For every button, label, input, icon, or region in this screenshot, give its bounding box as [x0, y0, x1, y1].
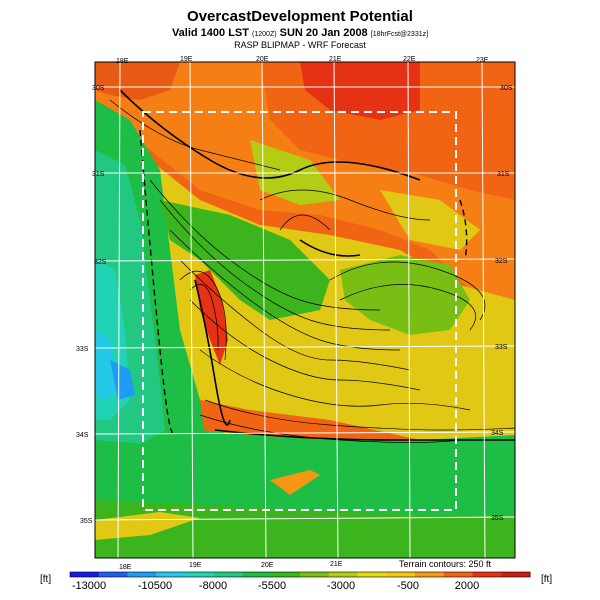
- colorbar-swatch: [472, 572, 502, 577]
- colorbar-swatch: [271, 572, 301, 577]
- lon-label-top: 19E: [180, 56, 193, 63]
- valid-date: SUN 20 Jan 2008: [279, 27, 368, 39]
- map-subtitle: RASP BLIPMAP - WRF Forecast: [234, 40, 366, 50]
- map-title: OvercastDevelopment Potential: [187, 8, 413, 25]
- unit-label-left: [ft]: [40, 574, 52, 585]
- terrain-contours: [109, 99, 515, 443]
- colorbar-swatch: [156, 572, 186, 577]
- lat-label-left: 33S: [76, 346, 89, 353]
- lat-label-right: 33S: [495, 344, 508, 351]
- colorbar-tick-label: -13000: [71, 580, 107, 592]
- colorbar-tick-label: 2000: [454, 580, 480, 592]
- lon-label-top: 18E: [116, 58, 129, 65]
- lon-label-top: 22E: [403, 56, 416, 63]
- colorbar-swatch: [242, 572, 272, 577]
- lat-label-right: 35S: [491, 515, 504, 522]
- colorbar-swatch: [328, 572, 358, 577]
- colorbar: [70, 572, 531, 577]
- map-frame: [94, 61, 516, 559]
- colorbar-frame: [69, 571, 531, 578]
- colorbar-tick-label: -5500: [257, 580, 287, 592]
- colorbar-swatch: [70, 572, 100, 577]
- lat-label-left: 31S: [92, 171, 105, 178]
- colorbar-swatch: [501, 572, 531, 577]
- lon-label-top: 23E: [476, 57, 489, 64]
- lon-label-bottom: 19E: [189, 562, 202, 569]
- colorbar-swatch: [415, 572, 445, 577]
- dashed-contours: [139, 129, 468, 435]
- terrain-note: Terrain contours: 250 ft: [399, 559, 492, 569]
- colorbar-swatch: [213, 572, 243, 577]
- lat-label-left: 35S: [80, 518, 93, 525]
- lat-label-right: 34S: [491, 430, 504, 437]
- graticule: [95, 62, 515, 558]
- valid-time-line: Valid 1400 LST (1200Z) SUN 20 Jan 2008 […: [0, 27, 600, 39]
- colorbar-tick-label: -10500: [137, 580, 173, 592]
- lat-label-right: 31S: [497, 171, 510, 178]
- colorbar-swatch: [98, 572, 128, 577]
- inner-domain-box: [142, 111, 457, 511]
- lat-label-left: 30S: [92, 85, 105, 92]
- lat-label-left: 32S: [94, 259, 107, 266]
- colorbar-swatch: [386, 572, 416, 577]
- colorbar-swatch: [127, 572, 157, 577]
- unit-label-right: [ft]: [541, 574, 553, 585]
- lon-label-top: 21E: [329, 56, 342, 63]
- forecast-tag: [18hrFcst@2331z]: [370, 31, 429, 38]
- lat-label-right: 30S: [500, 85, 513, 92]
- colorbar-swatch: [357, 572, 387, 577]
- valid-utc: (1200Z): [252, 31, 277, 38]
- colorbar-swatch: [443, 572, 473, 577]
- lon-label-bottom: 21E: [330, 561, 343, 568]
- colorbar-swatch: [185, 572, 215, 577]
- bold-contours: [119, 89, 515, 441]
- lon-label-bottom: 20E: [261, 562, 274, 569]
- colorbar-swatch: [300, 572, 330, 577]
- valid-prefix: Valid 1400 LST: [171, 27, 249, 39]
- colorbar-tick-label: -8000: [198, 580, 228, 592]
- colorbar-tick-label: -500: [396, 580, 420, 592]
- map-field: [95, 62, 515, 558]
- lat-label-right: 32S: [495, 258, 508, 265]
- lat-label-left: 34S: [76, 432, 89, 439]
- lon-label-top: 20E: [256, 56, 269, 63]
- lon-label-bottom: 18E: [119, 564, 132, 571]
- colorbar-tick-label: -3000: [326, 580, 356, 592]
